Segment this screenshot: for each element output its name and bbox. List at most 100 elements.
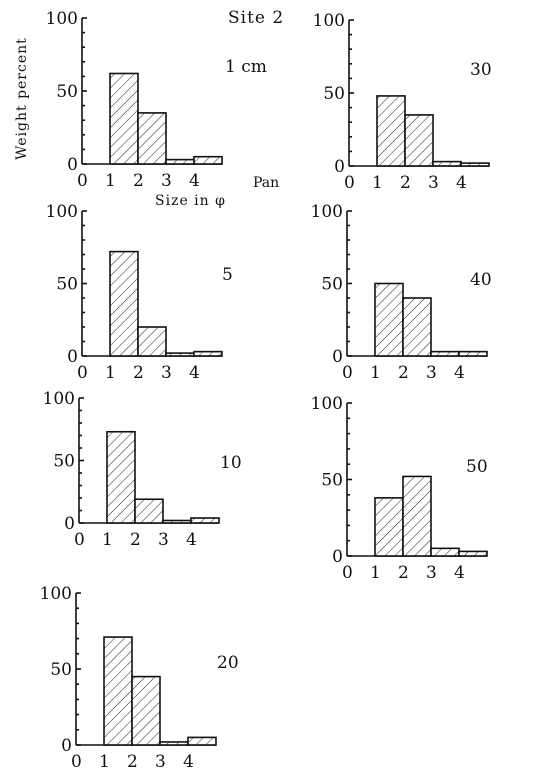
x-tick-label: 0 [77,363,88,383]
y-tick-label: 100 [46,202,78,222]
pan-label: Pan [253,175,279,191]
y-tick-label: 100 [40,584,72,604]
x-tick-label: 0 [344,173,355,193]
histogram-bar [458,350,488,357]
y-tick-label: 50 [50,660,72,680]
y-tick-label: 100 [43,389,75,409]
x-tick-label: 2 [398,363,409,383]
y-tick-label: 0 [64,514,75,534]
x-tick-label: 3 [155,752,166,770]
histogram-bar [162,519,192,524]
depth-label: 30 [470,60,492,80]
x-tick-label: 0 [74,530,85,550]
x-tick-label: 1 [102,530,113,550]
x-tick-label: 0 [342,363,353,383]
x-tick-label: 4 [454,363,465,383]
x-tick-label: 0 [342,563,353,583]
histogram-bar [193,350,223,357]
x-tick-label: 2 [133,363,144,383]
histogram-bar [187,736,217,746]
histogram-bar [402,475,432,557]
histogram-bar [430,350,460,357]
x-tick-label: 2 [127,752,138,770]
x-tick-label: 1 [370,563,381,583]
x-tick-label: 4 [189,363,200,383]
depth-label: 50 [466,457,488,477]
x-tick-label: 1 [99,752,110,770]
x-axis-title: Size in φ [155,193,226,209]
histogram-bar [404,114,434,167]
histogram-bar [165,352,195,357]
x-tick-label: 1 [372,173,383,193]
histogram-bar [374,497,404,557]
histogram-bar [109,72,139,165]
x-tick-label: 3 [161,171,172,191]
y-tick-label: 0 [332,347,343,367]
x-tick-label: 1 [105,363,116,383]
site-label: Site 2 [228,8,284,28]
histogram-bar [134,498,164,524]
x-tick-label: 4 [454,563,465,583]
histogram-bar [165,158,195,165]
y-tick-label: 100 [313,11,345,31]
y-tick-label: 50 [321,471,343,491]
y-tick-label: 100 [46,9,78,29]
histogram-bar [159,741,189,746]
y-tick-label: 50 [56,82,78,102]
x-tick-label: 2 [400,173,411,193]
x-tick-label: 4 [186,530,197,550]
x-tick-label: 2 [133,171,144,191]
x-tick-label: 4 [189,171,200,191]
histogram-bar [137,326,167,357]
histogram-bar [432,160,462,167]
histogram-bar [137,112,167,165]
x-tick-label: 2 [130,530,141,550]
histogram-bar [376,95,406,167]
depth-label: 1 cm [225,57,267,77]
histogram-bar [430,547,460,557]
histogram-bar [193,155,223,165]
x-tick-label: 3 [426,363,437,383]
histogram-bar [131,675,161,746]
x-tick-label: 0 [71,752,82,770]
depth-label: 10 [220,453,242,473]
y-axis-title: Weight percent [14,37,30,160]
y-tick-label: 0 [332,547,343,567]
y-tick-label: 0 [61,736,72,756]
histogram-bar [106,430,136,524]
y-tick-label: 0 [67,347,78,367]
histogram-bar [402,297,432,357]
y-tick-label: 50 [56,275,78,295]
x-tick-label: 3 [428,173,439,193]
y-tick-label: 100 [311,394,343,414]
x-tick-label: 3 [161,363,172,383]
y-tick-label: 100 [311,202,343,222]
x-tick-label: 3 [426,563,437,583]
x-tick-label: 3 [158,530,169,550]
x-tick-label: 4 [183,752,194,770]
y-tick-label: 0 [67,155,78,175]
depth-label: 5 [222,265,233,285]
histogram-bar [103,636,133,746]
histogram-bar [109,250,139,357]
x-tick-label: 4 [456,173,467,193]
y-tick-label: 50 [321,275,343,295]
histogram-bar [458,550,488,557]
x-tick-label: 2 [398,563,409,583]
x-tick-label: 1 [370,363,381,383]
histogram-bar [374,282,404,357]
y-tick-label: 50 [323,84,345,104]
y-tick-label: 50 [53,452,75,472]
histogram-bar [460,162,490,167]
y-tick-label: 0 [334,157,345,177]
histogram-bar [190,517,220,524]
